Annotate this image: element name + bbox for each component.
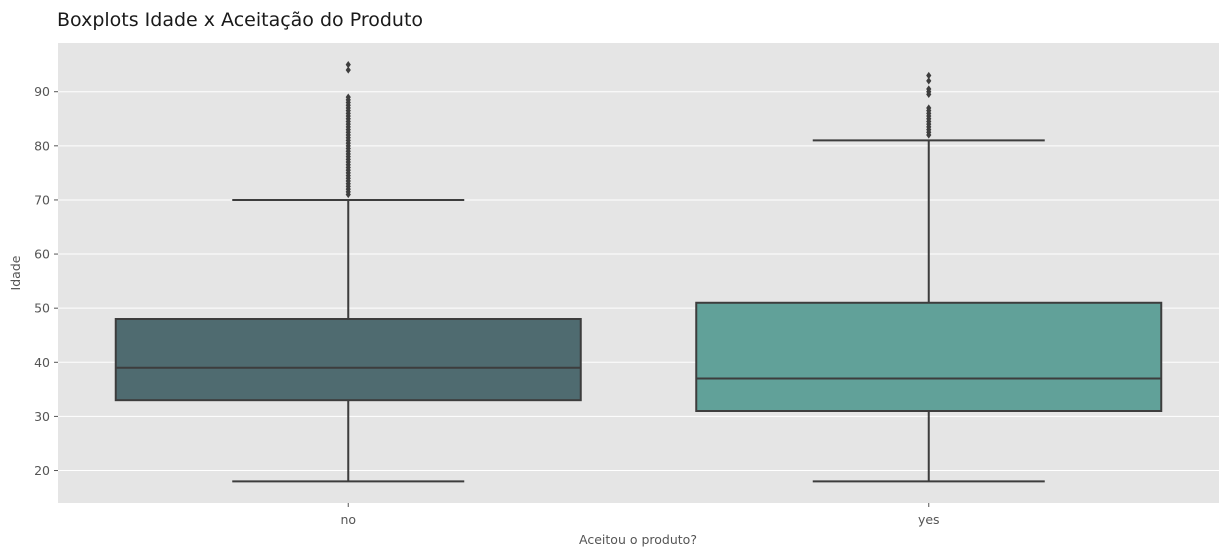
outlier-point [345, 93, 351, 101]
box-no [114, 61, 582, 483]
outlier-point [926, 85, 932, 93]
y-axis-label: Idade [8, 255, 23, 290]
chart-title: Boxplots Idade x Aceitação do Produto [57, 9, 423, 31]
y-tick-label: 70 [34, 192, 50, 207]
x-tick-label: yes [918, 512, 940, 527]
outlier-point [926, 77, 932, 85]
iqr-box [114, 318, 582, 402]
x-axis-label: Aceitou o produto? [579, 532, 697, 547]
y-tick-label: 80 [34, 138, 50, 153]
y-tick-label: 30 [34, 409, 50, 424]
y-axis-ticks: 20 30 40 50 60 70 80 90 [34, 84, 58, 478]
outlier-point [345, 66, 351, 74]
outlier-point [926, 104, 932, 112]
y-tick-label: 60 [34, 247, 50, 262]
y-tick-label: 50 [34, 301, 50, 316]
y-tick-label: 40 [34, 355, 50, 370]
plot-area [58, 43, 1219, 503]
outlier-point [345, 61, 351, 69]
x-axis-ticks: no yes [340, 503, 940, 527]
box-yes [695, 71, 1163, 483]
x-tick-label: no [340, 512, 356, 527]
iqr-box [695, 301, 1163, 412]
boxes [114, 61, 1163, 483]
y-tick-label: 90 [34, 84, 50, 99]
outlier-point [926, 71, 932, 80]
y-tick-label: 20 [34, 463, 50, 478]
